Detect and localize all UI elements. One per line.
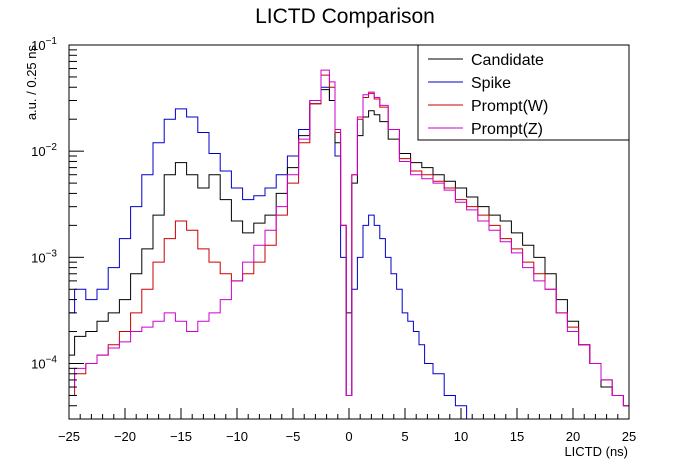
- legend-label-candidate: Candidate: [471, 52, 544, 69]
- x-tick-label: 25: [622, 429, 636, 444]
- x-tick-label: −20: [114, 429, 136, 444]
- x-axis-label: LICTD (ns): [564, 444, 628, 459]
- y-tick-label: 10−1: [31, 36, 57, 53]
- y-tick-label: 10−2: [31, 142, 57, 159]
- series-prompt-z-line: [69, 69, 629, 407]
- x-tick-label: −5: [286, 429, 301, 444]
- legend-label-spike: Spike: [471, 75, 511, 92]
- x-tick-label: 0: [345, 429, 352, 444]
- y-tick-label: 10−4: [31, 354, 57, 371]
- x-tick-label: 10: [454, 429, 468, 444]
- x-tick-label: 5: [401, 429, 408, 444]
- x-tick-label: −10: [226, 429, 248, 444]
- series-layer: [69, 69, 629, 419]
- y-tick-label: 10−3: [31, 248, 57, 265]
- chart-title: LICTD Comparison: [255, 5, 435, 28]
- x-axis: −25 −20 −15 −10 −5 0 5 10 15 20 25: [58, 408, 636, 444]
- legend-box: [417, 44, 630, 141]
- y-axis: 10−4 10−3 10−2 10−1: [31, 36, 84, 420]
- y-axis-label: a.u. / 0.25 ns: [24, 45, 39, 121]
- x-tick-label: −15: [170, 429, 192, 444]
- legend-label-prompt-z: Prompt(Z): [471, 121, 543, 138]
- legend-label-prompt-w: Prompt(W): [471, 98, 548, 115]
- x-tick-label: 20: [566, 429, 580, 444]
- x-tick-label: −25: [58, 429, 80, 444]
- x-tick-label: 15: [510, 429, 524, 444]
- legend: Candidate Spike Prompt(W) Prompt(Z): [417, 44, 630, 141]
